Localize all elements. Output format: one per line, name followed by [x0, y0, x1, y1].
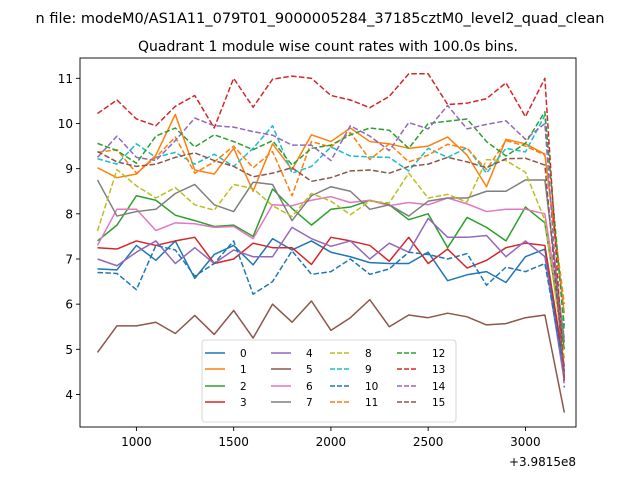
legend-label-1: 1 — [240, 364, 247, 376]
series-line-15 — [97, 150, 566, 377]
legend-label-6: 6 — [306, 381, 313, 393]
series-line-14 — [96, 104, 566, 388]
legend-label-3: 3 — [240, 397, 247, 409]
plot-frame — [79, 57, 577, 428]
y-tick-label: 7 — [65, 252, 73, 266]
x-tick-label: 3000 — [510, 435, 541, 449]
series-line-6 — [96, 195, 566, 339]
y-tick-label: 11 — [58, 72, 73, 86]
legend-label-14: 14 — [432, 381, 446, 393]
x-axis: 1000 1500 2000 2500 3000 — [121, 427, 541, 449]
legend-label-13: 13 — [432, 364, 445, 376]
series-line-9 — [97, 114, 566, 326]
y-tick-label: 10 — [58, 117, 73, 131]
series-line-2 — [97, 188, 566, 350]
x-tick-label: 2000 — [316, 435, 347, 449]
x-tick-label: 1500 — [218, 435, 249, 449]
chart-title: Quadrant 1 module wise count rates with … — [138, 39, 518, 55]
series-line-5 — [96, 298, 566, 413]
series-line-3 — [97, 236, 566, 367]
legend-label-9: 9 — [365, 364, 372, 376]
plot-lines — [96, 73, 566, 413]
legend-label-11: 11 — [365, 397, 378, 409]
legend-label-4: 4 — [306, 348, 313, 360]
y-tick-label: 9 — [65, 162, 73, 176]
legend-box — [201, 339, 457, 423]
y-tick-label: 8 — [65, 207, 73, 221]
legend-label-5: 5 — [306, 364, 313, 376]
series-line-7 — [96, 179, 566, 343]
legend-label-12: 12 — [432, 348, 445, 360]
series-line-13 — [97, 73, 566, 381]
legend-label-2: 2 — [240, 381, 247, 393]
legend-label-7: 7 — [306, 397, 313, 409]
y-tick-label: 4 — [65, 388, 73, 402]
x-tick-label: 2500 — [413, 435, 444, 449]
figure-suptitle: n file: modeM0/AS1A11_079T01_9000005284_… — [36, 11, 605, 27]
x-tick-label: 1000 — [121, 435, 152, 449]
series-line-10 — [97, 240, 566, 372]
series-line-11 — [97, 131, 566, 305]
x-axis-offset-text: +3.9815e8 — [509, 455, 576, 469]
y-axis: 4 5 6 7 8 9 10 11 — [58, 72, 80, 402]
y-tick-label: 5 — [65, 343, 73, 357]
legend-label-15: 15 — [432, 397, 445, 409]
series-line-4 — [97, 217, 566, 382]
series-line-1 — [97, 113, 566, 314]
y-tick-label: 6 — [65, 298, 73, 312]
legend-label-8: 8 — [365, 348, 372, 360]
series-line-12 — [97, 111, 566, 332]
legend-label-10: 10 — [365, 381, 378, 393]
series-line-8 — [96, 158, 566, 359]
legend-label-0: 0 — [240, 348, 247, 360]
